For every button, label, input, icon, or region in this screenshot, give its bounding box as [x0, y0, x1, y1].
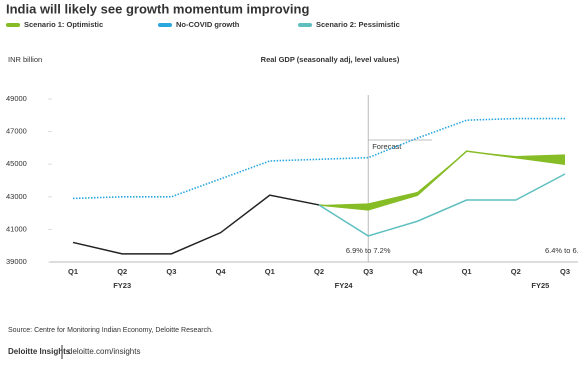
series-line — [318, 173, 566, 237]
annotation: Forecast — [372, 142, 402, 151]
legend-label: No-COVID growth — [176, 20, 240, 29]
series-line — [72, 194, 320, 255]
series-line — [318, 150, 566, 211]
x-tick-label: Q2 — [117, 267, 127, 276]
x-tick-label: Q3 — [560, 267, 570, 276]
y-tick-label: 49000 — [6, 94, 27, 103]
y-tick-label: 43000 — [6, 192, 27, 201]
url: deloitte.com/insights — [68, 347, 140, 356]
fiscal-year-label: FY25 — [531, 281, 549, 290]
y-axis-label: INR billion — [8, 55, 42, 64]
x-tick-label: Q4 — [216, 267, 227, 276]
series-line — [72, 117, 565, 200]
x-tick-label: Q1 — [68, 267, 78, 276]
x-tick-label: Q1 — [265, 267, 275, 276]
legend-label: Scenario 2: Pessimistic — [316, 20, 400, 29]
x-tick-label: Q1 — [462, 267, 472, 276]
x-tick-label: Q2 — [314, 267, 324, 276]
legend-label: Scenario 1: Optimistic — [24, 20, 103, 29]
y-tick-label: 41000 — [6, 224, 27, 233]
source: Source: Centre for Monitoring Indian Eco… — [8, 327, 213, 334]
y-tick-label: 45000 — [6, 159, 27, 168]
x-tick-label: Q2 — [511, 267, 521, 276]
brand: Deloitte Insights — [8, 347, 71, 356]
band-area — [319, 151, 565, 210]
annotation: 6.9% to 7.2% — [346, 246, 391, 255]
y-tick-label: 39000 — [6, 257, 27, 266]
chart-subtitle: Real GDP (seasonally adj, level values) — [261, 55, 400, 64]
fiscal-year-label: FY23 — [113, 281, 131, 290]
annotation: 6.4% to 6.7% — [545, 246, 578, 255]
x-tick-label: Q3 — [166, 267, 176, 276]
fiscal-year-label: FY24 — [335, 281, 354, 290]
x-tick-label: Q4 — [412, 267, 423, 276]
chart-title: India will likely see growth momentum im… — [6, 1, 309, 16]
x-tick-label: Q3 — [363, 267, 373, 276]
y-tick-label: 47000 — [6, 127, 27, 136]
